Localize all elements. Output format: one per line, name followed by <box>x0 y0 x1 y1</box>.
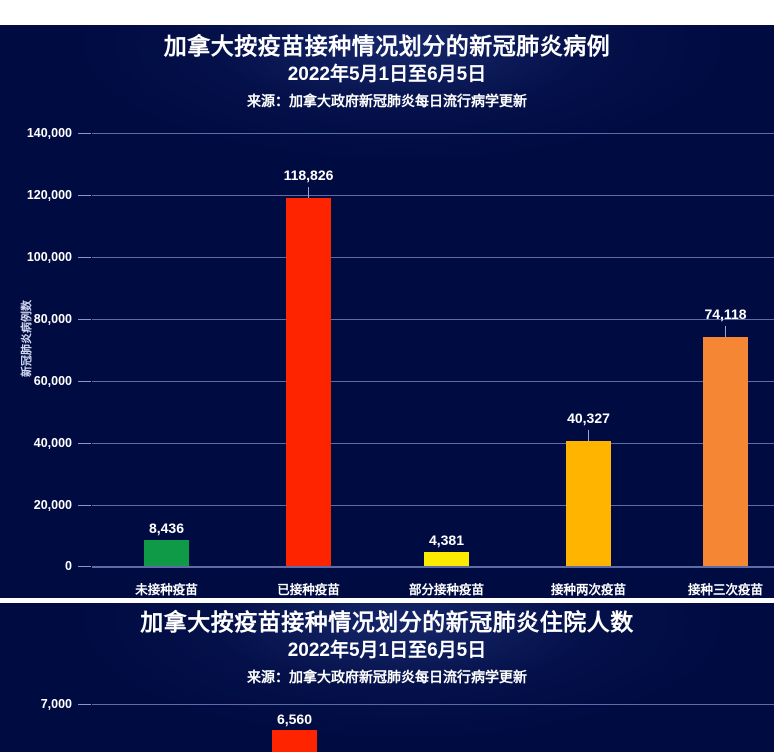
bar-vaccinated[interactable] <box>286 198 331 566</box>
bar-value-three-doses: 74,118 <box>704 306 747 322</box>
ytick-label-140000: 140,000 <box>26 126 72 140</box>
ytick-dash-100000 <box>78 257 91 258</box>
ytick-label-7000: 7,000 <box>40 697 72 711</box>
ytick-label-0: 0 <box>65 559 72 573</box>
category-label-partially-vaccinated: 部分接种疫苗 <box>408 583 484 597</box>
gridline-100000 <box>92 257 774 258</box>
gridline-7000 <box>92 704 774 705</box>
covid-cases-x-axis-baseline <box>92 566 774 568</box>
bar-value-unvaccinated: 8,436 <box>148 520 185 536</box>
category-label-unvaccinated: 未接种疫苗 <box>135 583 198 597</box>
ytick-dash-120000 <box>78 195 91 196</box>
covid-cases-title: 加拿大按疫苗接种情况划分的新冠肺炎病例 <box>163 33 611 59</box>
ytick-dash-40000 <box>78 443 91 444</box>
bar-value-two-doses: 40,327 <box>567 410 610 426</box>
gridline-20000 <box>92 505 774 506</box>
covid-hospitalizations-title: 加拿大按疫苗接种情况划分的新冠肺炎住院人数 <box>140 609 634 635</box>
ytick-dash-60000 <box>78 381 91 382</box>
covid-cases-subtitle: 2022年5月1日至6月5日 <box>287 64 487 86</box>
bar-connector-three-doses <box>725 326 726 337</box>
bar-value-hospitalizations: 6,560 <box>276 711 313 727</box>
covid-hospitalizations-source: 来源：加拿大政府新冠肺炎每日流行病学更新 <box>247 669 527 686</box>
covid-cases-title-block: 加拿大按疫苗接种情况划分的新冠肺炎病例 2022年5月1日至6月5日 来源：加拿… <box>0 33 774 110</box>
gridline-60000 <box>92 381 774 382</box>
covid-cases-source: 来源：加拿大政府新冠肺炎每日流行病学更新 <box>247 93 527 110</box>
gridline-40000 <box>92 443 774 444</box>
bar-value-partially-vaccinated: 4,381 <box>428 532 465 548</box>
ytick-label-60000: 60,000 <box>33 374 72 388</box>
ytick-dash-0 <box>78 566 91 567</box>
category-label-vaccinated: 已接种疫苗 <box>277 583 340 597</box>
bar-connector-vaccinated <box>308 187 309 198</box>
gridline-140000 <box>92 133 774 134</box>
covid-hospitalizations-chart-panel: 加拿大按疫苗接种情况划分的新冠肺炎住院人数 2022年5月1日至6月5日 来源：… <box>0 603 774 752</box>
covid-cases-plot-area: 新冠肺炎病例数 140,000 120,000 100,000 80,000 <box>0 25 774 598</box>
bar-partially-vaccinated[interactable] <box>424 552 469 566</box>
ytick-dash-7000 <box>78 704 91 705</box>
ytick-label-100000: 100,000 <box>26 250 72 264</box>
gridline-120000 <box>92 195 774 196</box>
bar-three-doses[interactable] <box>703 337 748 566</box>
covid-cases-chart-panel: 加拿大按疫苗接种情况划分的新冠肺炎病例 2022年5月1日至6月5日 来源：加拿… <box>0 25 774 598</box>
ytick-label-20000: 20,000 <box>33 498 72 512</box>
covid-hospitalizations-plot-area: 7,000 6,560 <box>0 603 774 752</box>
ytick-dash-20000 <box>78 505 91 506</box>
ytick-label-80000: 80,000 <box>33 312 72 326</box>
bar-unvaccinated[interactable] <box>144 540 189 566</box>
covid-hospitalizations-subtitle: 2022年5月1日至6月5日 <box>287 640 487 662</box>
ytick-label-40000: 40,000 <box>33 436 72 450</box>
bar-connector-two-doses <box>588 430 589 441</box>
ytick-label-120000: 120,000 <box>26 188 72 202</box>
bar-value-vaccinated: 118,826 <box>283 167 334 183</box>
category-label-two-doses: 接种两次疫苗 <box>550 583 626 597</box>
category-label-three-doses: 接种三次疫苗 <box>687 583 763 597</box>
covid-hospitalizations-title-block: 加拿大按疫苗接种情况划分的新冠肺炎住院人数 2022年5月1日至6月5日 来源：… <box>0 609 774 686</box>
bar-two-doses[interactable] <box>566 441 611 566</box>
gridline-80000 <box>92 319 774 320</box>
ytick-dash-140000 <box>78 133 91 134</box>
bar-hospitalizations-vaccinated[interactable] <box>272 730 317 752</box>
ytick-dash-80000 <box>78 319 91 320</box>
